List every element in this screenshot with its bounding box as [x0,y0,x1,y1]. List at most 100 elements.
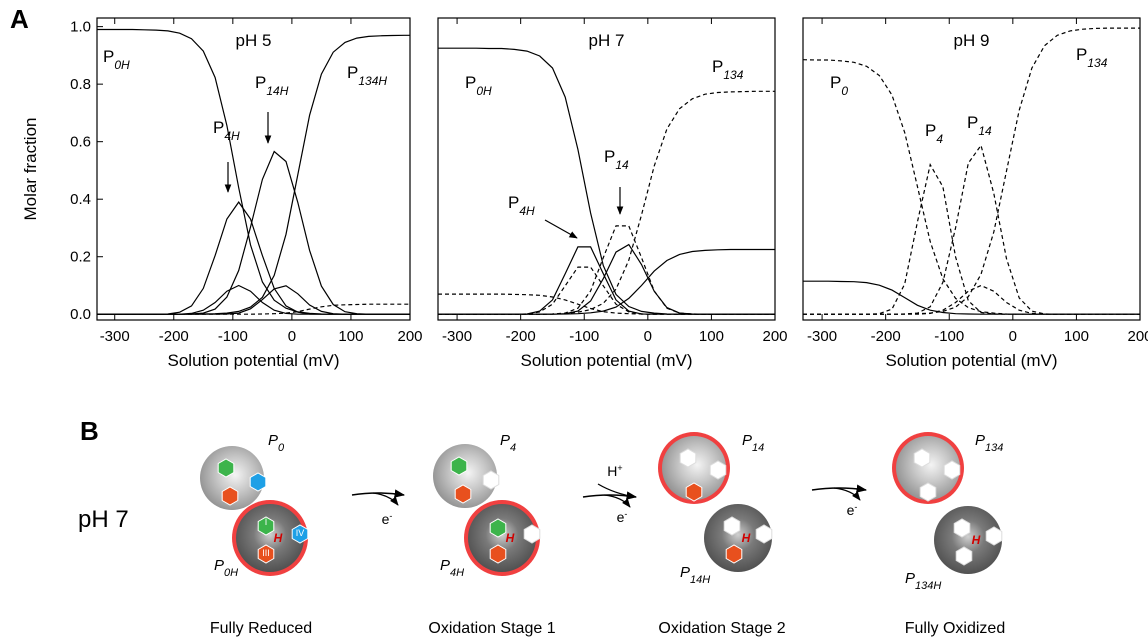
curve-label: P134 [1076,45,1108,70]
annotation-arrow [544,219,578,239]
heme [709,460,727,480]
dark-subunit [704,504,772,572]
x-axis-label: Solution potential (mV) [886,351,1058,370]
light-subunit [200,446,264,510]
x-tick-label: -200 [506,328,536,345]
heme [489,544,507,564]
label-base: P [975,432,985,449]
heme [291,524,309,544]
label-base: P [347,63,358,82]
dark-subunit [934,506,1002,574]
proton-label: H [972,533,981,547]
heme [489,518,507,538]
label-base: e [617,509,625,525]
line-series [803,284,1140,315]
label-sub: 0H [114,58,130,72]
heme [257,516,275,536]
label-sup: - [389,511,392,521]
label-sub: 0H [224,567,238,579]
curve-label: P4 [925,121,943,146]
label-base: P [255,73,266,92]
condition-label: pH 7 [78,506,129,533]
label-sup: - [854,502,857,512]
heme [685,482,703,502]
species-label: P4H [440,557,464,579]
heme [943,460,961,480]
dark-subunit [236,504,304,572]
stage-label: Fully Reduced [210,620,312,637]
heme [249,472,267,492]
label-sub: 134 [1087,56,1107,70]
x-tick-label: 100 [699,328,724,345]
label-sub: 4 [510,442,516,454]
y-tick-label: 1.0 [70,19,91,36]
curve-label: P0 [830,73,848,98]
x-tick-label: 200 [762,328,787,345]
label-base: P [440,557,450,574]
curve-label: P134H [347,63,387,88]
heme [919,482,937,502]
label-base: P [830,73,841,92]
x-tick-label: 200 [1127,328,1148,345]
line-series [97,285,410,315]
curve-label: P4H [508,193,535,218]
chart-title: pH 9 [954,31,990,50]
y-axis-label: Molar fraction [21,118,40,221]
species-label: P134H [905,570,941,592]
proton-branch [597,483,637,498]
x-axis-label: Solution potential (mV) [168,351,340,370]
label-base: P [604,147,615,166]
label-sub: 4H [519,204,535,218]
reaction-arrow [351,489,406,498]
heme [257,544,275,564]
label-sub: 4H [450,567,464,579]
label-base: P [508,193,519,212]
heme [217,458,235,478]
heme [913,448,931,468]
label-sub: 0 [841,84,848,98]
species-label: P14 [742,432,764,454]
label-base: P [925,121,936,140]
x-tick-label: -300 [100,328,130,345]
dark-subunit [468,504,536,572]
electron-label: e- [847,502,858,518]
species-label: P134 [975,432,1003,454]
x-tick-label: -300 [442,328,472,345]
label-sub: 0H [476,84,492,98]
site-label: IV [296,528,305,538]
species-label: P0 [268,432,285,454]
plot-frame [802,17,1141,321]
panel-label: A [10,4,29,34]
chart-title: pH 5 [236,31,272,50]
y-tick-label: 0.4 [70,191,91,208]
species-label: P4 [500,432,516,454]
label-sub: 0 [278,442,285,454]
label-base: P [465,73,476,92]
x-tick-label: 100 [338,328,363,345]
proton-label: H [274,531,283,545]
label-base: P [712,57,723,76]
electron-label: e- [617,509,628,525]
proton-label: H [506,531,515,545]
site-label: III [262,548,270,558]
heme [454,484,472,504]
y-tick-label: 0.6 [70,134,91,151]
reaction-arrow [811,484,868,493]
x-tick-label: 100 [1064,328,1089,345]
label-sub: 134 [723,68,743,82]
heme [953,518,971,538]
proton-in-label: H+ [607,463,622,479]
label-sub: 14H [690,574,710,586]
x-tick-label: 0 [288,328,296,345]
panel-label: B [80,416,99,446]
label-sub: 14 [752,442,764,454]
light-subunit [433,444,497,508]
line-series [438,266,775,315]
curve-label: P14 [967,113,992,138]
label-base: P [500,432,510,449]
curve-label: P0H [465,73,492,98]
y-tick-label: 0.2 [70,249,91,266]
label-base: H [607,463,617,479]
label-base: e [847,502,855,518]
line-series [802,59,1140,315]
